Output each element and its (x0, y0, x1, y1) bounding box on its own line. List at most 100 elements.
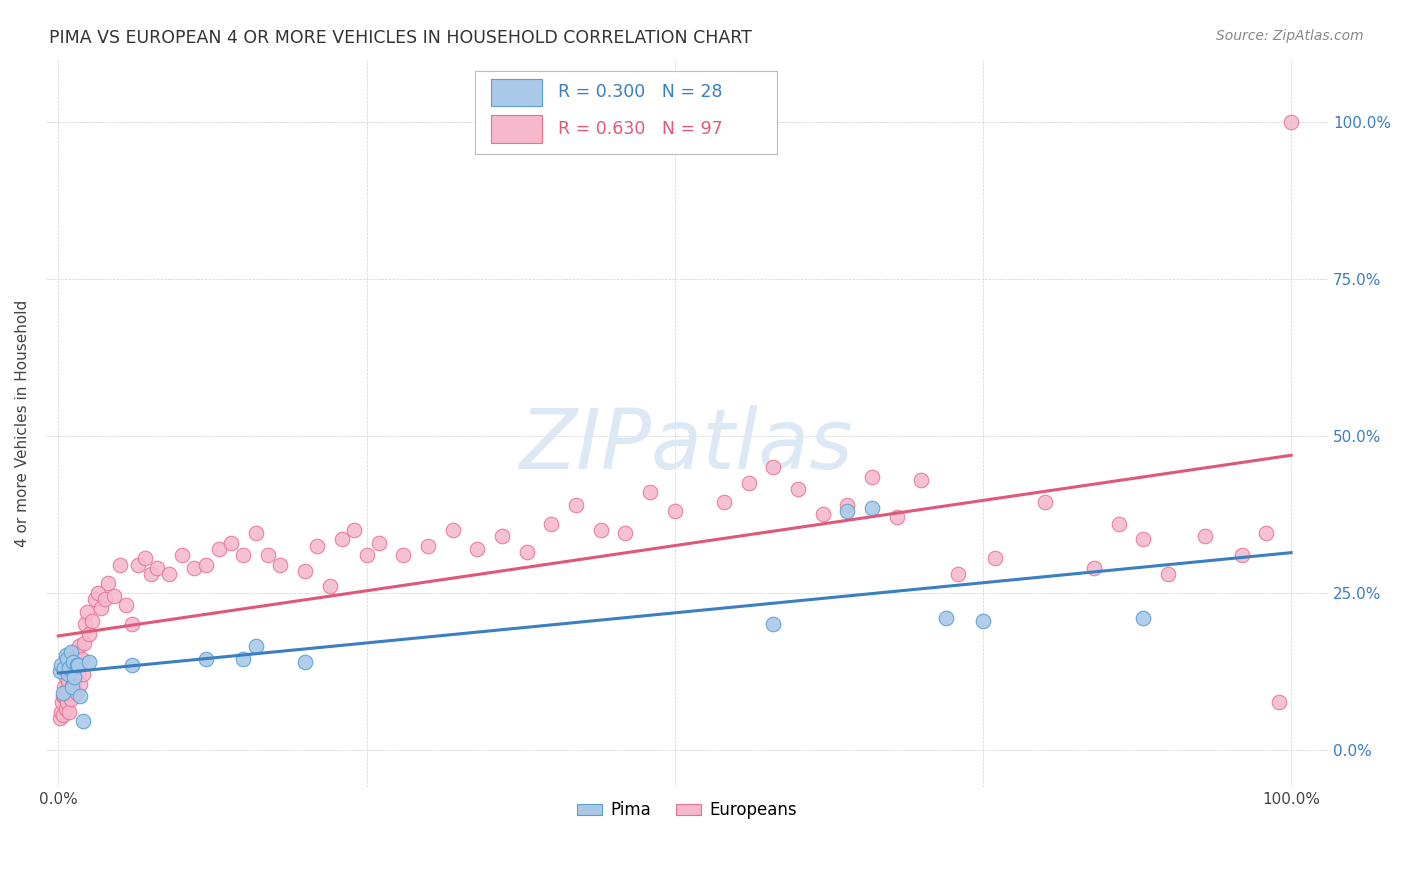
Point (103, 589, 125, 603)
FancyBboxPatch shape (491, 115, 543, 143)
Point (811, 508, 834, 522)
Point (441, 523, 464, 537)
Point (146, 560, 169, 574)
Point (170, 548, 193, 562)
Point (121, 617, 143, 632)
Point (638, 485, 661, 500)
Point (56, 682, 79, 697)
Point (294, 655, 316, 669)
Point (77, 626, 100, 640)
Point (66, 657, 89, 672)
Point (59, 667, 82, 681)
Point (65, 645, 87, 659)
Point (1268, 696, 1291, 710)
Point (52, 708, 75, 723)
Point (59, 645, 82, 659)
Point (48, 664, 70, 678)
Point (207, 541, 229, 556)
Point (294, 564, 316, 578)
Point (860, 501, 883, 516)
Point (49, 705, 72, 719)
Point (58, 661, 80, 675)
Point (935, 611, 957, 625)
Point (63, 670, 86, 684)
Point (77, 655, 100, 669)
Text: PIMA VS EUROPEAN 4 OR MORE VEHICLES IN HOUSEHOLD CORRELATION CHART: PIMA VS EUROPEAN 4 OR MORE VEHICLES IN H… (49, 29, 752, 46)
Point (886, 510, 908, 524)
Point (219, 535, 242, 549)
Point (63, 673, 86, 688)
Point (1132, 533, 1154, 547)
Point (1230, 548, 1253, 562)
Point (63, 655, 86, 669)
Point (62, 655, 84, 669)
Point (565, 498, 588, 512)
Point (664, 504, 686, 518)
Point (1157, 566, 1180, 581)
Point (76, 605, 98, 619)
Point (367, 535, 389, 549)
Point (948, 566, 970, 581)
Point (55, 702, 77, 716)
Point (738, 475, 761, 490)
Point (53, 690, 76, 704)
Point (52, 690, 75, 704)
Point (56, 651, 79, 665)
Point (330, 533, 353, 547)
FancyBboxPatch shape (475, 70, 776, 154)
Point (232, 548, 254, 562)
Point (121, 657, 143, 672)
Point (195, 651, 218, 665)
Point (1108, 516, 1130, 531)
Point (356, 548, 378, 562)
Point (56, 686, 79, 700)
Text: Source: ZipAtlas.com: Source: ZipAtlas.com (1216, 29, 1364, 43)
Point (787, 482, 810, 496)
Point (467, 541, 489, 556)
Point (66, 657, 89, 672)
Point (1083, 560, 1105, 574)
Point (97, 576, 120, 591)
Point (232, 651, 254, 665)
Point (540, 516, 562, 531)
Text: R = 0.630   N = 97: R = 0.630 N = 97 (558, 120, 723, 137)
Point (183, 560, 205, 574)
Point (60, 680, 83, 694)
Point (49, 657, 72, 672)
Point (307, 539, 329, 553)
Point (48, 711, 70, 725)
Point (66, 686, 89, 700)
Point (516, 545, 538, 559)
Point (53, 661, 76, 675)
Point (860, 469, 883, 483)
Point (257, 548, 280, 562)
Point (762, 617, 785, 632)
Point (1256, 526, 1278, 541)
Point (56, 696, 79, 710)
Point (762, 460, 785, 475)
Point (1279, 115, 1302, 129)
FancyBboxPatch shape (491, 78, 543, 106)
Point (269, 558, 291, 572)
Point (58, 705, 80, 719)
Point (69, 690, 91, 704)
Point (115, 599, 138, 613)
Point (72, 714, 94, 729)
Y-axis label: 4 or more Vehicles in Household: 4 or more Vehicles in Household (15, 300, 30, 547)
Point (94, 592, 117, 607)
Point (589, 523, 612, 537)
Text: ZIPatlas: ZIPatlas (520, 405, 853, 486)
Point (614, 526, 637, 541)
Point (195, 558, 218, 572)
Point (837, 498, 859, 512)
Point (245, 639, 267, 653)
Point (84, 592, 107, 607)
Point (56, 667, 79, 681)
Point (984, 551, 1007, 566)
Point (245, 526, 267, 541)
Point (108, 558, 131, 572)
Legend: Pima, Europeans: Pima, Europeans (571, 795, 804, 826)
Point (70, 651, 93, 665)
Point (127, 558, 149, 572)
Point (52, 686, 75, 700)
